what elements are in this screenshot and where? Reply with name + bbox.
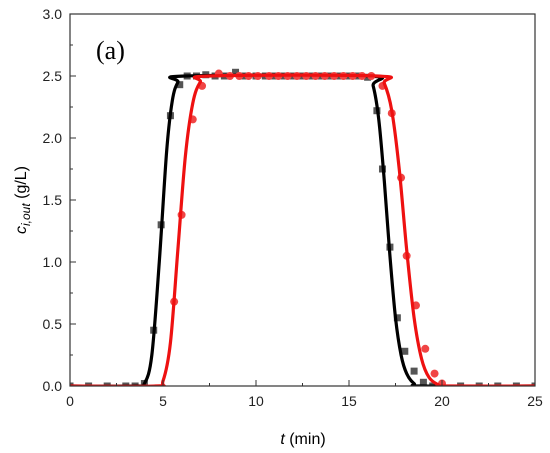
y-axis-variable: c: [13, 226, 30, 234]
x-tick-label: 0: [66, 393, 74, 409]
x-tick-label: 15: [341, 393, 357, 409]
x-axis-unit: (min): [285, 431, 326, 448]
x-tick-label: 25: [527, 393, 543, 409]
x-tick-label: 5: [159, 393, 167, 409]
data-point: [85, 382, 93, 386]
series-1: [70, 68, 535, 386]
y-tick-label: 1.0: [43, 254, 63, 270]
data-point: [401, 347, 409, 355]
y-axis-label: ci,out (g/L): [13, 166, 33, 234]
data-point: [103, 382, 111, 386]
panel-label: (a): [96, 36, 125, 65]
data-point: [421, 344, 430, 353]
x-axis: 0 5 10 15 20 25: [66, 380, 543, 409]
y-tick-label: 3.0: [43, 6, 63, 22]
data-point: [419, 378, 427, 386]
y-axis-subscript: i,out: [19, 203, 33, 226]
data-point: [131, 382, 139, 386]
data-point: [531, 382, 535, 386]
x-axis-variable: t: [280, 431, 285, 448]
y-axis: 0.0 0.5 1.0 1.5 2.0 2.5 3.0: [43, 6, 76, 394]
data-point: [70, 382, 74, 386]
x-axis-label: t (min): [280, 431, 325, 448]
data-point: [393, 314, 401, 322]
data-point: [494, 382, 502, 386]
y-tick-label: 2.5: [43, 68, 63, 84]
series-2: [70, 69, 535, 386]
data-point: [430, 369, 439, 378]
plot-frame: [69, 13, 536, 387]
y-tick-label: 1.5: [43, 192, 63, 208]
data-point: [232, 68, 240, 76]
y-tick-label: 0.5: [43, 316, 63, 332]
y-tick-label: 2.0: [43, 130, 63, 146]
data-point: [457, 382, 465, 386]
series-layer: [70, 68, 535, 386]
y-axis-unit: (g/L): [13, 166, 30, 203]
data-point: [475, 382, 483, 386]
data-point: [122, 382, 130, 386]
data-point: [176, 81, 184, 89]
data-point: [410, 367, 418, 375]
y-tick-label: 0.0: [43, 378, 63, 394]
series-line: [70, 73, 535, 386]
x-tick-label: 10: [248, 393, 264, 409]
x-tick-label: 20: [434, 393, 450, 409]
data-point: [512, 382, 520, 386]
data-point: [429, 382, 437, 386]
series-line: [70, 73, 535, 386]
